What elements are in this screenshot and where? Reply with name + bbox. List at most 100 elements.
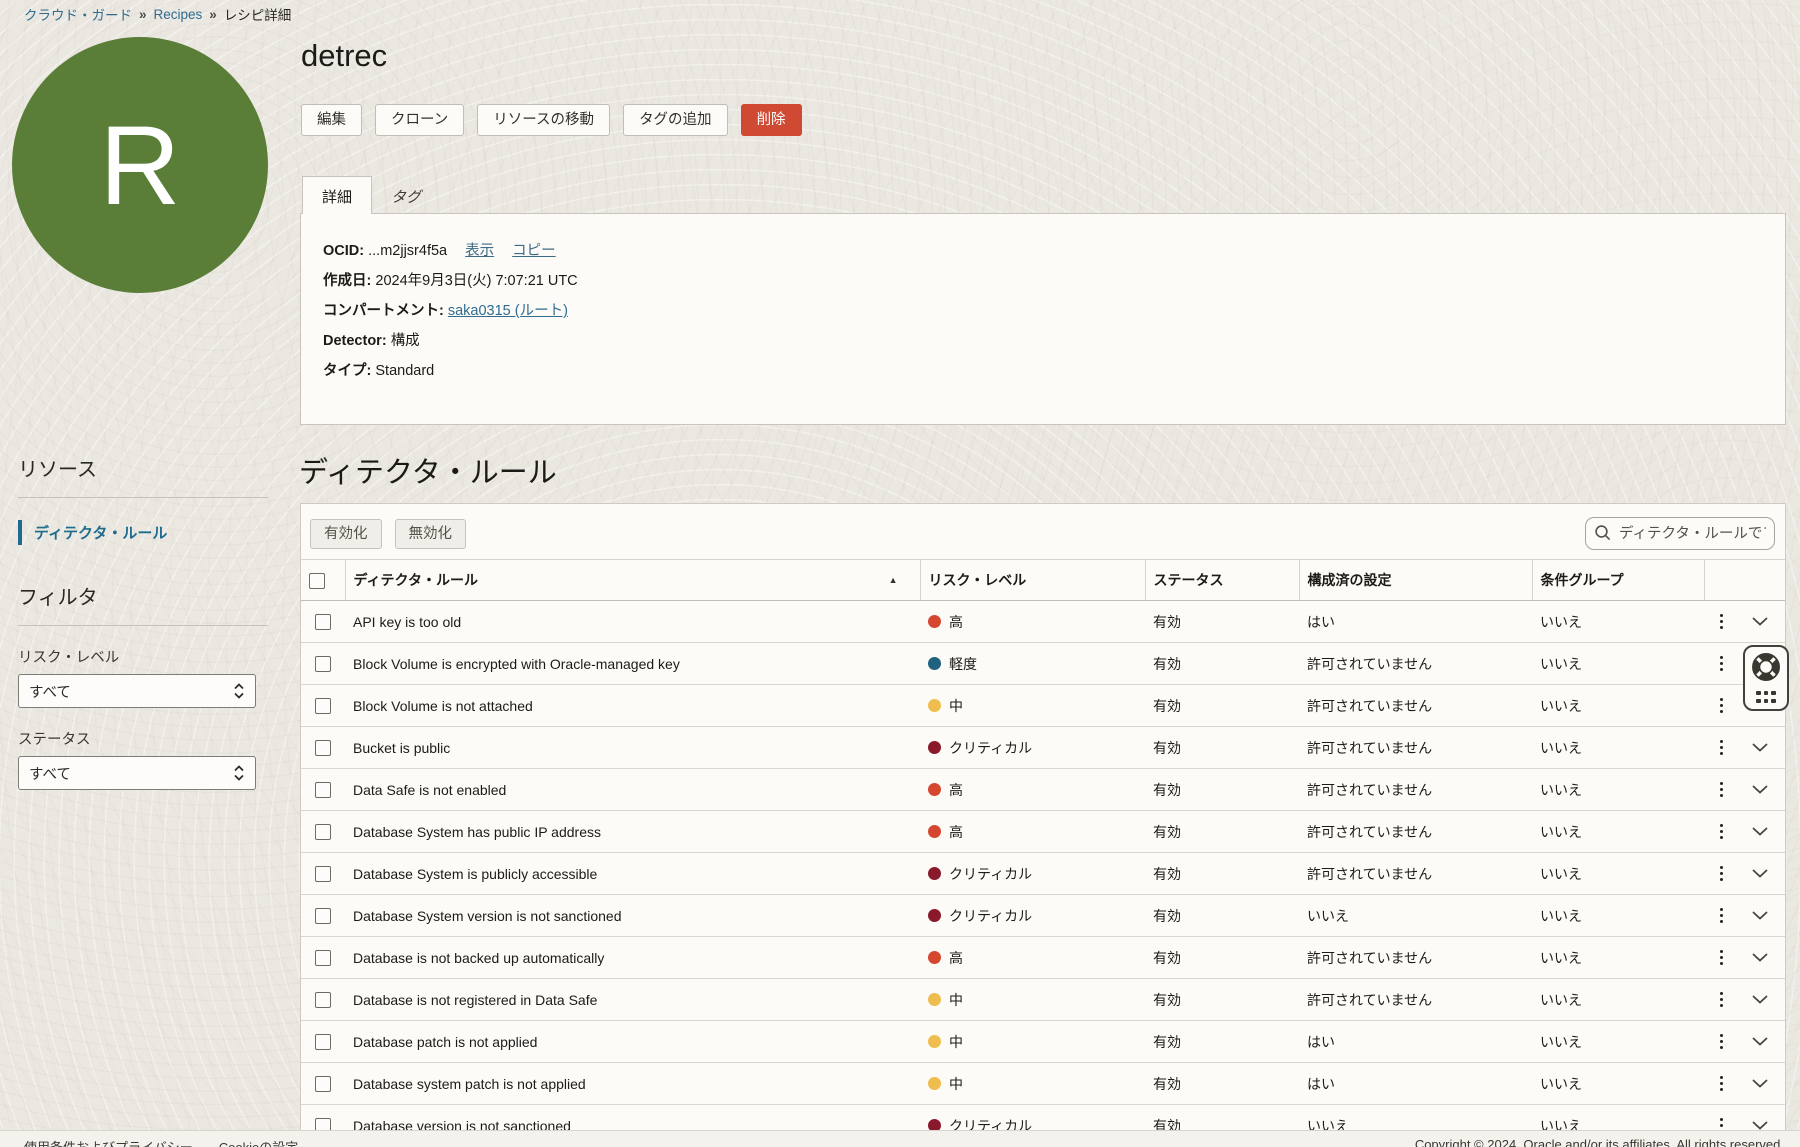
risk-label: 中 bbox=[949, 1033, 963, 1050]
column-header-status[interactable]: ステータス bbox=[1144, 559, 1299, 601]
column-header-condition-group[interactable]: 条件グループ bbox=[1531, 559, 1704, 601]
kebab-menu-icon[interactable] bbox=[1714, 862, 1729, 885]
divider bbox=[18, 497, 268, 498]
column-header-risk[interactable]: リスク・レベル bbox=[919, 559, 1145, 601]
condition-cell: いいえ bbox=[1532, 600, 1704, 643]
condition-cell: いいえ bbox=[1532, 726, 1704, 769]
kebab-menu-icon[interactable] bbox=[1714, 736, 1729, 759]
chevron-down-icon[interactable] bbox=[1752, 1121, 1768, 1130]
chevron-down-icon[interactable] bbox=[1752, 785, 1768, 794]
configured-cell: はい bbox=[1299, 1062, 1532, 1105]
edit-button[interactable]: 編集 bbox=[301, 104, 362, 136]
breadcrumb: クラウド・ガード » Recipes » レシピ詳細 bbox=[24, 4, 291, 24]
row-checkbox[interactable] bbox=[315, 698, 331, 715]
rules-toolbar: 有効化 無効化 bbox=[301, 504, 1785, 550]
table-row: Block Volume is not attached 中 有効 許可されてい… bbox=[301, 684, 1785, 727]
move-resource-button[interactable]: リソースの移動 bbox=[477, 104, 611, 136]
column-header-rule[interactable]: ディテクタ・ルール ▲ bbox=[344, 559, 920, 601]
floating-launcher-widget[interactable] bbox=[1743, 645, 1789, 711]
row-checkbox[interactable] bbox=[315, 782, 331, 799]
disable-button[interactable]: 無効化 bbox=[394, 518, 466, 549]
chevron-down-icon[interactable] bbox=[1752, 827, 1768, 836]
rule-name: Database system patch is not applied bbox=[345, 1062, 920, 1105]
kebab-menu-icon[interactable] bbox=[1714, 1072, 1729, 1095]
sidebar-item-detector-rules[interactable]: ディテクタ・ルール bbox=[18, 520, 268, 545]
status-select[interactable]: すべて bbox=[18, 756, 256, 790]
column-header-configured[interactable]: 構成済の設定 bbox=[1298, 559, 1532, 601]
rule-name: Database is not registered in Data Safe bbox=[345, 978, 920, 1021]
chevron-down-icon[interactable] bbox=[1752, 869, 1768, 878]
row-checkbox[interactable] bbox=[315, 824, 331, 841]
enable-button[interactable]: 有効化 bbox=[310, 518, 382, 549]
breadcrumb-link-cloud-guard[interactable]: クラウド・ガード bbox=[24, 8, 132, 23]
chevron-down-icon[interactable] bbox=[1752, 1079, 1768, 1088]
row-checkbox[interactable] bbox=[315, 1118, 331, 1130]
chevron-down-icon[interactable] bbox=[1752, 953, 1768, 962]
row-checkbox[interactable] bbox=[315, 656, 331, 673]
status-cell: 有効 bbox=[1145, 936, 1299, 979]
compartment-link[interactable]: saka0315 (ルート) bbox=[447, 303, 568, 319]
breadcrumb-link-recipes[interactable]: Recipes bbox=[153, 6, 203, 22]
rule-name: Database System version is not sanctione… bbox=[345, 894, 920, 937]
cookie-settings-link[interactable]: Cookieの設定 bbox=[219, 1137, 298, 1147]
condition-cell: いいえ bbox=[1532, 894, 1704, 937]
kebab-menu-icon[interactable] bbox=[1714, 1030, 1729, 1053]
condition-cell: いいえ bbox=[1532, 810, 1704, 853]
column-header-actions bbox=[1703, 559, 1785, 601]
kebab-menu-icon[interactable] bbox=[1714, 1114, 1729, 1130]
row-checkbox[interactable] bbox=[315, 992, 331, 1009]
kebab-menu-icon[interactable] bbox=[1714, 988, 1729, 1011]
tab-tags[interactable]: タグ bbox=[391, 189, 422, 206]
compartment-field: コンパートメント: saka0315 (ルート) bbox=[323, 301, 1785, 321]
kebab-menu-icon[interactable] bbox=[1714, 904, 1729, 927]
chevron-down-icon[interactable] bbox=[1752, 1037, 1768, 1046]
terms-privacy-link[interactable]: 使用条件およびプライバシー bbox=[24, 1137, 193, 1147]
help-lifering-icon[interactable] bbox=[1752, 652, 1780, 686]
chevron-down-icon[interactable] bbox=[1752, 617, 1768, 626]
chevron-down-icon[interactable] bbox=[1752, 995, 1768, 1004]
tab-details[interactable]: 詳細 bbox=[302, 176, 373, 214]
table-row: Bucket is public クリティカル 有効 許可されていません いいえ bbox=[301, 726, 1785, 769]
configured-cell: はい bbox=[1299, 600, 1532, 643]
sort-ascending-icon[interactable]: ▲ bbox=[888, 575, 898, 585]
configured-cell: いいえ bbox=[1299, 894, 1532, 937]
kebab-menu-icon[interactable] bbox=[1714, 820, 1729, 843]
search-input[interactable] bbox=[1585, 517, 1775, 550]
kebab-menu-icon[interactable] bbox=[1714, 778, 1729, 801]
compartment-label: コンパートメント: bbox=[323, 303, 444, 319]
risk-label: クリティカル bbox=[949, 1117, 1033, 1131]
ocid-copy-link[interactable]: コピー bbox=[512, 243, 556, 259]
risk-level-select[interactable]: すべて bbox=[18, 674, 256, 708]
chevron-down-icon[interactable] bbox=[1752, 743, 1768, 752]
status-cell: 有効 bbox=[1145, 1062, 1299, 1105]
copyright-text: Copyright © 2024, Oracle and/or its affi… bbox=[1414, 1137, 1784, 1147]
ocid-show-link[interactable]: 表示 bbox=[465, 243, 495, 259]
row-checkbox[interactable] bbox=[315, 1034, 331, 1051]
kebab-menu-icon[interactable] bbox=[1714, 694, 1729, 717]
avatar-letter: R bbox=[99, 102, 181, 228]
clone-button[interactable]: クローン bbox=[375, 104, 465, 136]
delete-button[interactable]: 削除 bbox=[740, 104, 802, 136]
table-row: Database System is publicly accessible ク… bbox=[301, 852, 1785, 895]
row-checkbox[interactable] bbox=[315, 1076, 331, 1093]
kebab-menu-icon[interactable] bbox=[1714, 652, 1729, 675]
select-all-checkbox[interactable] bbox=[309, 572, 325, 589]
configured-cell: はい bbox=[1299, 1020, 1532, 1063]
app-grid-icon[interactable] bbox=[1756, 690, 1776, 704]
add-tags-button[interactable]: タグの追加 bbox=[623, 104, 728, 136]
risk-dot bbox=[928, 783, 941, 796]
kebab-menu-icon[interactable] bbox=[1714, 610, 1729, 633]
chevron-down-icon[interactable] bbox=[1752, 911, 1768, 920]
rule-name: Database System is publicly accessible bbox=[345, 852, 920, 895]
details-panel: OCID: ...m2jjsr4f5a 表示 コピー 作成日: 2024年9月3… bbox=[300, 213, 1786, 425]
risk-dot bbox=[928, 657, 941, 670]
row-checkbox[interactable] bbox=[315, 740, 331, 757]
row-checkbox[interactable] bbox=[315, 950, 331, 967]
condition-cell: いいえ bbox=[1532, 936, 1704, 979]
resources-heading: リソース bbox=[18, 459, 97, 481]
risk-dot bbox=[928, 867, 941, 880]
row-checkbox[interactable] bbox=[315, 866, 331, 883]
row-checkbox[interactable] bbox=[315, 908, 331, 925]
row-checkbox[interactable] bbox=[315, 614, 331, 631]
kebab-menu-icon[interactable] bbox=[1714, 946, 1729, 969]
